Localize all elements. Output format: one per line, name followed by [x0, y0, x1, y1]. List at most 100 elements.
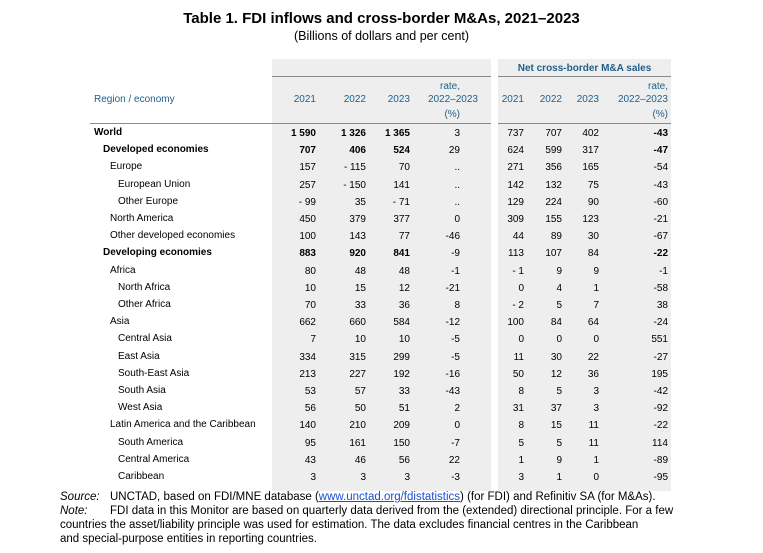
fdi-cell: - 99: [298, 197, 316, 208]
fdi-cell: 33: [354, 300, 366, 311]
fdi-2023-header: 2023: [387, 94, 410, 105]
ma-cell: 309: [507, 214, 524, 225]
ma-cell: 129: [507, 197, 524, 208]
fdi-cell: 10: [398, 334, 410, 345]
ma-cell: 551: [651, 334, 668, 345]
row-label: World: [94, 127, 123, 138]
ma-cell: 84: [587, 248, 599, 259]
row-label: Asia: [110, 316, 130, 327]
ma-cell: 37: [550, 403, 562, 414]
fdi-cell: 95: [304, 438, 316, 449]
row-label: Latin America and the Caribbean: [110, 419, 256, 430]
ma-cell: 22: [587, 352, 599, 363]
fdi-cell: 406: [349, 145, 366, 156]
fdi-cell: 1 365: [384, 128, 410, 139]
ma-cell: -43: [653, 128, 668, 139]
ma-cell: -67: [653, 231, 668, 242]
ma-cell: 12: [550, 369, 562, 380]
fdi-cell: 660: [349, 317, 366, 328]
ma-rate-header-2: 2022–2023: [617, 94, 668, 105]
ma-cell: 5: [556, 386, 562, 397]
fdi-cell: 377: [393, 214, 410, 225]
ma-cell: 3: [593, 403, 599, 414]
ma-2023-header: 2023: [576, 94, 599, 105]
fdi-cell: 920: [349, 248, 366, 259]
row-label: Central Asia: [118, 333, 172, 344]
fdi-cell: 210: [349, 420, 366, 431]
ma-group-rule: [498, 76, 671, 77]
ma-2022-header: 2022: [539, 94, 562, 105]
source-text-post: ) (for FDI) and Refinitiv SA (for M&As).: [460, 491, 656, 503]
fdi-cell: ..: [454, 197, 460, 208]
fdi-cell: 46: [354, 455, 366, 466]
ma-cell: 30: [587, 231, 599, 242]
ma-cell: 84: [550, 317, 562, 328]
ma-cell: 31: [512, 403, 524, 414]
fdi-cell: 450: [299, 214, 316, 225]
ma-cell: 5: [556, 300, 562, 311]
ma-cell: 75: [587, 180, 599, 191]
ma-cell: 0: [518, 283, 524, 294]
ma-cell: - 2: [512, 300, 524, 311]
fdi-cell: -21: [445, 283, 460, 294]
ma-cell: 5: [518, 438, 524, 449]
fdi-cell: 0: [454, 420, 460, 431]
fdi-cell: 841: [393, 248, 410, 259]
note-line-2: countries the asset/liability principle …: [60, 519, 639, 531]
note-footnote-line-3: and special-purpose entities in reportin…: [60, 532, 317, 546]
note-footnote-line-2: countries the asset/liability principle …: [60, 518, 638, 532]
ma-cell: 11: [588, 438, 599, 449]
ma-cell: 271: [507, 162, 524, 173]
row-label: East Asia: [118, 351, 160, 362]
fdi-cell: 209: [393, 420, 410, 431]
ma-rate-header-1: rate,: [647, 81, 668, 92]
fdi-cell: -5: [451, 334, 460, 345]
fdi-cell: -5: [451, 352, 460, 363]
ma-cell: -58: [653, 283, 668, 294]
region-header: Region / economy: [94, 94, 175, 105]
ma-cell: -22: [653, 248, 668, 259]
ma-cell: 165: [582, 162, 599, 173]
source-link[interactable]: www.unctad.org/fdistatistics: [318, 491, 461, 503]
fdi-cell: 3: [454, 128, 460, 139]
fdi-cell: 7: [310, 334, 316, 345]
fdi-cell: 157: [299, 162, 316, 173]
ma-cell: 8: [518, 420, 524, 431]
fdi-cell: 161: [349, 438, 366, 449]
row-label: Africa: [110, 265, 136, 276]
fdi-cell: 379: [349, 214, 366, 225]
fdi-cell: 1 326: [340, 128, 366, 139]
ma-cell: 0: [593, 472, 599, 483]
ma-cell: -21: [653, 214, 668, 225]
fdi-cell: 50: [354, 403, 366, 414]
fdi-cell: 70: [304, 300, 316, 311]
fdi-cell: -46: [445, 231, 460, 242]
ma-cell: 624: [507, 145, 524, 156]
fdi-cell: 10: [304, 283, 316, 294]
ma-cell: 113: [508, 248, 524, 259]
fdi-cell: 227: [349, 369, 366, 380]
ma-2021-header: 2021: [501, 94, 524, 105]
ma-cell: 1: [593, 283, 599, 294]
source-text-pre: UNCTAD, based on FDI/MNE database (: [110, 491, 319, 503]
fdi-cell: 77: [398, 231, 410, 242]
fdi-rate-header-3: (%): [444, 109, 460, 120]
ma-cell: 0: [518, 334, 524, 345]
ma-cell: 356: [545, 162, 562, 173]
fdi-cell: - 150: [343, 180, 366, 191]
fdi-cell: -12: [445, 317, 460, 328]
fdi-rate-header-1: rate,: [439, 81, 460, 92]
ma-cell: 89: [550, 231, 562, 242]
ma-cell: 90: [587, 197, 599, 208]
row-label: Central America: [118, 454, 190, 465]
fdi-2022-header: 2022: [343, 94, 366, 105]
ma-cell: 123: [582, 214, 599, 225]
ma-cell: 1: [556, 472, 562, 483]
fdi-columns-background: [272, 59, 491, 491]
row-label: North America: [110, 213, 174, 224]
ma-cell: 1: [518, 455, 524, 466]
ma-cell: 30: [550, 352, 562, 363]
fdi-cell: 150: [393, 438, 410, 449]
fdi-cell: -43: [445, 386, 460, 397]
ma-cell: -60: [653, 197, 668, 208]
